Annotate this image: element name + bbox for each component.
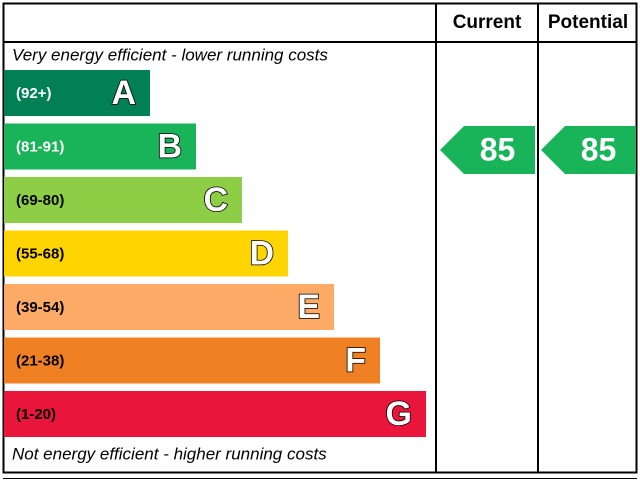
- band-letter: D: [249, 234, 274, 272]
- band-bar: [4, 177, 242, 223]
- potential-arrow: [541, 126, 636, 174]
- potential-score: 85: [581, 131, 617, 167]
- potential-header: Potential: [548, 12, 628, 33]
- band-range: (39-54): [16, 299, 64, 316]
- band-range: (55-68): [16, 245, 64, 262]
- band-bar: [4, 123, 196, 170]
- band-range: (92+): [16, 85, 51, 102]
- current-arrow: [440, 126, 535, 174]
- band-bar: [4, 337, 380, 384]
- band-bar: [4, 391, 426, 437]
- band-range: (69-80): [16, 192, 64, 209]
- frame: [2, 2, 638, 474]
- band-letter: C: [203, 181, 228, 219]
- current-score: 85: [480, 131, 516, 167]
- top-note: Very energy efficient - lower running co…: [12, 45, 328, 64]
- band-range: (81-91): [16, 138, 64, 155]
- band-bar: [4, 230, 288, 277]
- band-letter: G: [386, 395, 412, 433]
- current-header: Current: [453, 12, 522, 33]
- band-letter: E: [297, 288, 320, 326]
- band-letter: B: [157, 127, 182, 165]
- band-letter: A: [111, 74, 136, 112]
- band-range: (21-38): [16, 352, 64, 369]
- band-range: (1-20): [16, 406, 56, 423]
- band-letter: F: [345, 341, 366, 379]
- bottom-note: Not energy efficient - higher running co…: [12, 444, 327, 463]
- band-bar: [4, 70, 150, 116]
- band-bar: [4, 284, 334, 330]
